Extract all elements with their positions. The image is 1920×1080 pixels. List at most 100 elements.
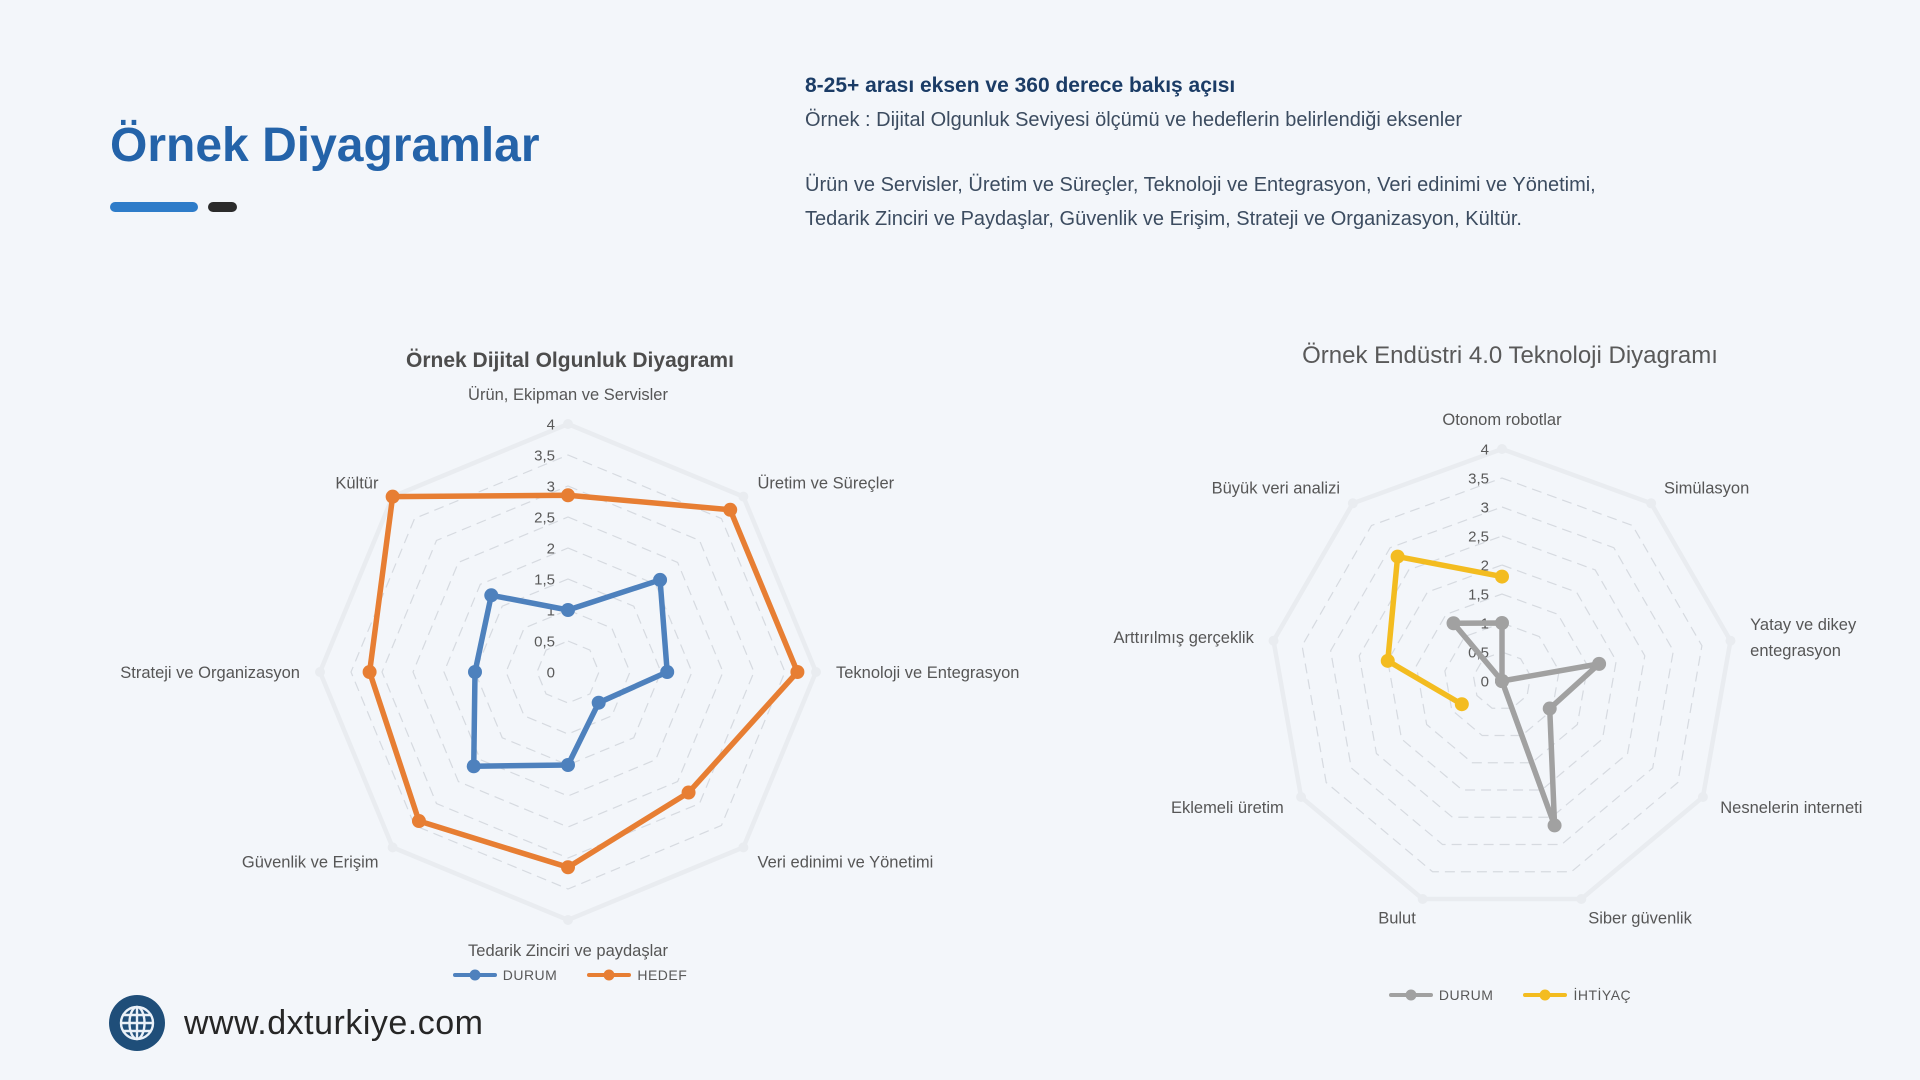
series-point-DURUM (1547, 818, 1562, 833)
series-point-HEDEF (561, 488, 575, 503)
series-point-HEDEF (561, 860, 575, 875)
legend-marker-icon (1523, 989, 1568, 1001)
radial-tick-label: 1 (547, 602, 555, 619)
radial-tick-label: 4 (547, 416, 555, 433)
series-point-HEDEF (681, 785, 696, 800)
radial-tick-label: 1,5 (1468, 586, 1489, 603)
globe-icon (109, 995, 165, 1051)
radial-tick-label: 4 (1481, 441, 1489, 458)
series-point-İHTİYAÇ (1390, 549, 1405, 564)
series-point-İHTİYAÇ (1380, 653, 1395, 668)
grid-ring (1472, 651, 1532, 709)
grid-corner-dot (1268, 635, 1279, 646)
grid-ring (443, 547, 693, 797)
axis-label: Strateji ve Organizasyon (120, 664, 300, 682)
chart-title-left: Örnek Dijital Olgunluk Diyagramı (406, 349, 734, 372)
title-underline (110, 202, 247, 213)
legend-label: HEDEF (637, 967, 688, 983)
accent-bar-dark (208, 202, 237, 212)
axis-label: Simülasyon (1664, 480, 1749, 498)
title-block: Örnek Diyagramlar (110, 118, 540, 212)
axis-label: Ürün, Ekipman ve Servisler (468, 386, 668, 404)
grid-ring (381, 485, 755, 859)
radial-tick-label: 3 (1481, 499, 1489, 516)
series-point-DURUM (484, 588, 499, 603)
radial-tick-label: 3,5 (1468, 470, 1489, 487)
series-point-HEDEF (790, 665, 805, 679)
radial-tick-label: 1,5 (534, 571, 555, 588)
grid-ring (1387, 564, 1617, 791)
intro-text-block: 8-25+ arası eksen ve 360 derece bakış aç… (805, 74, 1596, 236)
grid-corner-dot (1725, 635, 1736, 646)
grid-corner-dot (1697, 792, 1708, 802)
grid-ring (412, 516, 724, 828)
axis-label: Üretim ve Süreçler (758, 474, 895, 492)
radial-tick-label: 2,5 (534, 509, 555, 526)
grid-corner-dot (1417, 894, 1428, 905)
series-point-DURUM (660, 665, 675, 679)
grid-ring (1330, 506, 1674, 846)
intro-heading: 8-25+ arası eksen ve 360 derece bakış aç… (805, 74, 1236, 97)
grid-ring (1301, 477, 1703, 873)
radar-chart-digital-maturity: Örnek Dijital Olgunluk Diyagramı 4 3,5 3 2,… (120, 335, 1019, 1025)
chart-legend-right: DURUM İHTİYAÇ (1090, 987, 1920, 1003)
grid-corner-dot (563, 419, 573, 429)
grid-corner-dot (738, 842, 749, 853)
axis-label: Nesnelerin interneti (1720, 799, 1862, 817)
axis-label: Kültür (335, 474, 379, 492)
chart-title-right: Örnek Endüstri 4.0 Teknoloji Diyagramı (1302, 342, 1718, 369)
accent-bar-blue (110, 202, 198, 212)
grid-corner-dot (1347, 498, 1358, 509)
series-line-HEDEF (366, 492, 801, 871)
radial-tick-label: 3 (547, 478, 555, 495)
series-point-DURUM (561, 603, 575, 617)
series-point-DURUM (1495, 674, 1509, 688)
series-line-İHTİYAÇ (1385, 553, 1505, 707)
grid-corner-dot (563, 915, 573, 925)
axis-label: Tedarik Zinciri ve paydaşlar (468, 942, 668, 960)
chart-legend-left: DURUM HEDEF (150, 967, 990, 983)
axis-label: Otonom robotlar (1442, 411, 1562, 429)
axis-label: Veri edinimi ve Yönetimi (758, 853, 934, 871)
radial-tick-label: 2,5 (1468, 528, 1489, 545)
grid-ring-outer (1271, 446, 1733, 902)
legend-marker-icon (1388, 989, 1433, 1001)
legend-item-HEDEF: HEDEF (587, 967, 687, 983)
legend-item-DURUM: DURUM (1388, 987, 1494, 1003)
series-point-DURUM (1446, 616, 1461, 631)
grid-corner-dot (1646, 498, 1657, 509)
series-point-HEDEF (411, 814, 426, 829)
legend-item-İHTİYAÇ: İHTİYAÇ (1523, 987, 1631, 1003)
radar-chart-industry40: Örnek Endüstri 4.0 Teknoloji Diyagramı 4… (1090, 330, 1920, 1030)
grid-corner-dot (1497, 444, 1507, 454)
intro-subtitle: Örnek : Dijital Olgunluk Seviyesi ölçümü… (805, 109, 1462, 131)
series-line-DURUM (1450, 620, 1602, 829)
grid-ring (1444, 622, 1560, 737)
series-point-DURUM (653, 572, 668, 587)
grid-ring (350, 454, 786, 890)
website-link[interactable]: www.dxturkiye.com (184, 1003, 484, 1042)
legend-label: DURUM (502, 967, 558, 983)
footer: www.dxturkiye.com (108, 994, 483, 1052)
axis-label: Eklemeli üretim (1171, 799, 1284, 817)
series-point-DURUM (591, 695, 606, 710)
series-point-DURUM (1495, 616, 1509, 630)
axis-label: Teknoloji ve Entegrasyon (836, 664, 1019, 682)
series-point-DURUM (1542, 701, 1557, 716)
axis-label: Arttırılmış gerçeklik (1114, 629, 1255, 647)
legend-marker-icon (587, 969, 632, 981)
radial-tick-label: 3,5 (534, 447, 555, 464)
series-point-İHTİYAÇ (1495, 569, 1509, 584)
grid-corner-dot (811, 667, 821, 677)
legend-label: DURUM (1438, 987, 1494, 1003)
series-point-DURUM (561, 758, 575, 772)
legend-label: İHTİYAÇ (1573, 987, 1632, 1003)
series-point-DURUM (466, 759, 481, 774)
grid-ring (1415, 593, 1589, 764)
axis-label: Güvenlik ve Erişim (242, 853, 379, 871)
intro-axes-list: Ürün ve Servisler, Üretim ve Süreçler, T… (805, 168, 1596, 236)
axis-label: Bulut (1378, 910, 1416, 928)
axis-label: Siber güvenlik (1588, 910, 1692, 928)
